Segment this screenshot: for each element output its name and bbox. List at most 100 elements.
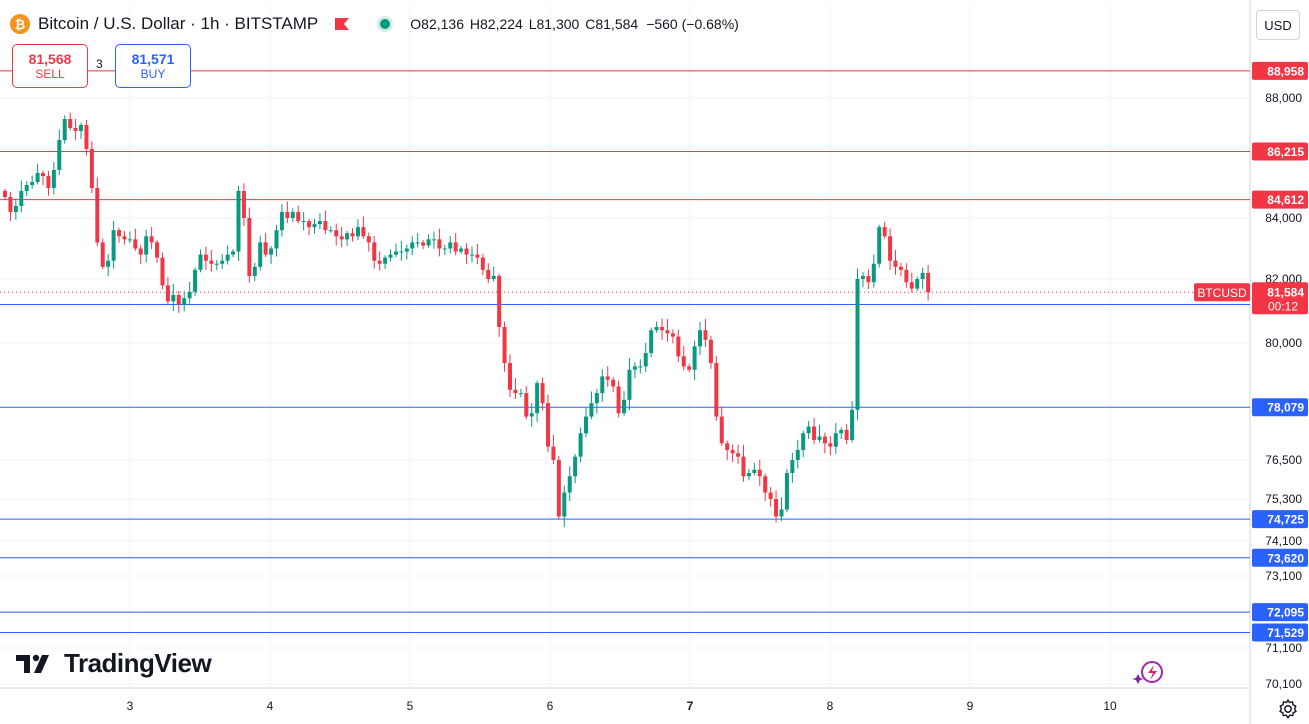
candle-body (73, 128, 78, 131)
candle-body (632, 366, 637, 370)
price-badges: 88,95886,21584,61281,20378,07974,72573,6… (1194, 61, 1308, 642)
candle-body (855, 279, 860, 410)
candle-body (480, 257, 485, 270)
candle-body (19, 191, 24, 206)
candle-body (589, 403, 594, 417)
sell-button[interactable]: 81,568 SELL (12, 44, 88, 88)
candle-body (676, 336, 681, 357)
candle-body (453, 242, 458, 252)
candle-body (692, 346, 697, 370)
candle-body (296, 212, 301, 222)
candle-body (203, 254, 208, 261)
buy-button[interactable]: 81,571 BUY (115, 44, 191, 88)
candle-body (649, 330, 654, 354)
candle-body (89, 149, 94, 188)
candle-body (741, 456, 746, 477)
symbol-badge-label: BTCUSD (1197, 286, 1247, 300)
close-value: 81,584 (595, 16, 639, 32)
candle-body (736, 453, 741, 457)
ohlc-values: O82,136 H82,224 L81,300 C81,584 (410, 16, 640, 32)
candle-body (475, 254, 480, 258)
last-price-label: 81,584 (1267, 285, 1304, 299)
candle-body (290, 212, 295, 218)
candle-body (383, 257, 388, 264)
candle-body (30, 182, 35, 185)
candle-body (258, 242, 263, 267)
ai-assistant-icon[interactable] (1132, 658, 1166, 688)
candle-body (410, 242, 415, 249)
candle-body (660, 327, 665, 331)
candle-body (285, 212, 290, 218)
candle-body (106, 260, 111, 267)
low-value: 81,300 (536, 16, 580, 32)
tradingview-logo: TradingView (16, 648, 212, 679)
candle-body (871, 263, 876, 283)
candle-body (524, 393, 529, 417)
candle-body (909, 282, 914, 289)
candle-body (312, 224, 317, 228)
candle-body (361, 227, 366, 237)
candle-body (491, 275, 496, 279)
candle-body (100, 242, 105, 267)
candle-body (442, 248, 447, 250)
price-change: −560 (−0.68%) (646, 16, 739, 32)
tradingview-logo-text: TradingView (64, 648, 212, 678)
candle-body (95, 188, 100, 243)
candle-body (469, 254, 474, 256)
currency-selector[interactable]: USD (1256, 10, 1300, 40)
candle-body (795, 449, 800, 460)
symbol-title[interactable]: Bitcoin / U.S. Dollar · 1h · BITSTAMP (38, 14, 319, 33)
candle-body (860, 275, 865, 279)
candle-body (437, 239, 442, 249)
high-label: H (469, 16, 480, 32)
price-tick-label: 76,500 (1265, 453, 1302, 467)
candle-body (328, 230, 333, 232)
candle-body (828, 443, 833, 447)
candle-body (605, 376, 610, 380)
candle-body (540, 383, 545, 404)
candle-body (627, 369, 632, 400)
candle-body (833, 433, 838, 447)
price-level-label: 86,215 (1267, 145, 1304, 159)
price-level-badge (1252, 603, 1308, 622)
price-tick-label: 73,100 (1265, 569, 1302, 583)
candle-body (790, 460, 795, 473)
candle-body (393, 251, 398, 255)
candle-body (719, 416, 724, 444)
candle-body (214, 263, 219, 265)
sell-label: SELL (35, 67, 65, 81)
time-tick-label: 6 (547, 699, 554, 713)
candle-body (160, 257, 165, 286)
candle-body (812, 426, 817, 440)
candle-body (768, 492, 773, 499)
candle-body (111, 230, 116, 261)
candle-body (301, 221, 306, 223)
candle-body (388, 254, 393, 258)
candle-body (149, 236, 154, 243)
candle-body (670, 333, 675, 337)
candle-body (562, 492, 567, 517)
candle-body (372, 242, 377, 261)
candle-body (269, 248, 274, 255)
candle-body (654, 327, 659, 331)
candle-body (779, 509, 784, 517)
flag-icon[interactable] (334, 17, 350, 31)
price-axis: 88,00084,00082,00080,00076,50075,30074,1… (1265, 91, 1302, 691)
time-tick-label: 3 (127, 699, 134, 713)
price-level-badge (1252, 190, 1308, 209)
settings-gear-icon[interactable] (1276, 697, 1300, 721)
candle-body (317, 221, 322, 225)
price-level-badge (1252, 548, 1308, 567)
candle-body (138, 248, 143, 255)
candle-body (307, 221, 312, 228)
candle-body (155, 242, 160, 258)
candle-body (198, 254, 203, 270)
candle-body (567, 476, 572, 493)
candle-body (817, 436, 822, 440)
price-level-label: 71,529 (1267, 626, 1304, 640)
candle-body (573, 456, 578, 477)
candle-body (220, 260, 225, 264)
candle-body (730, 449, 735, 454)
candle-body (578, 433, 583, 457)
